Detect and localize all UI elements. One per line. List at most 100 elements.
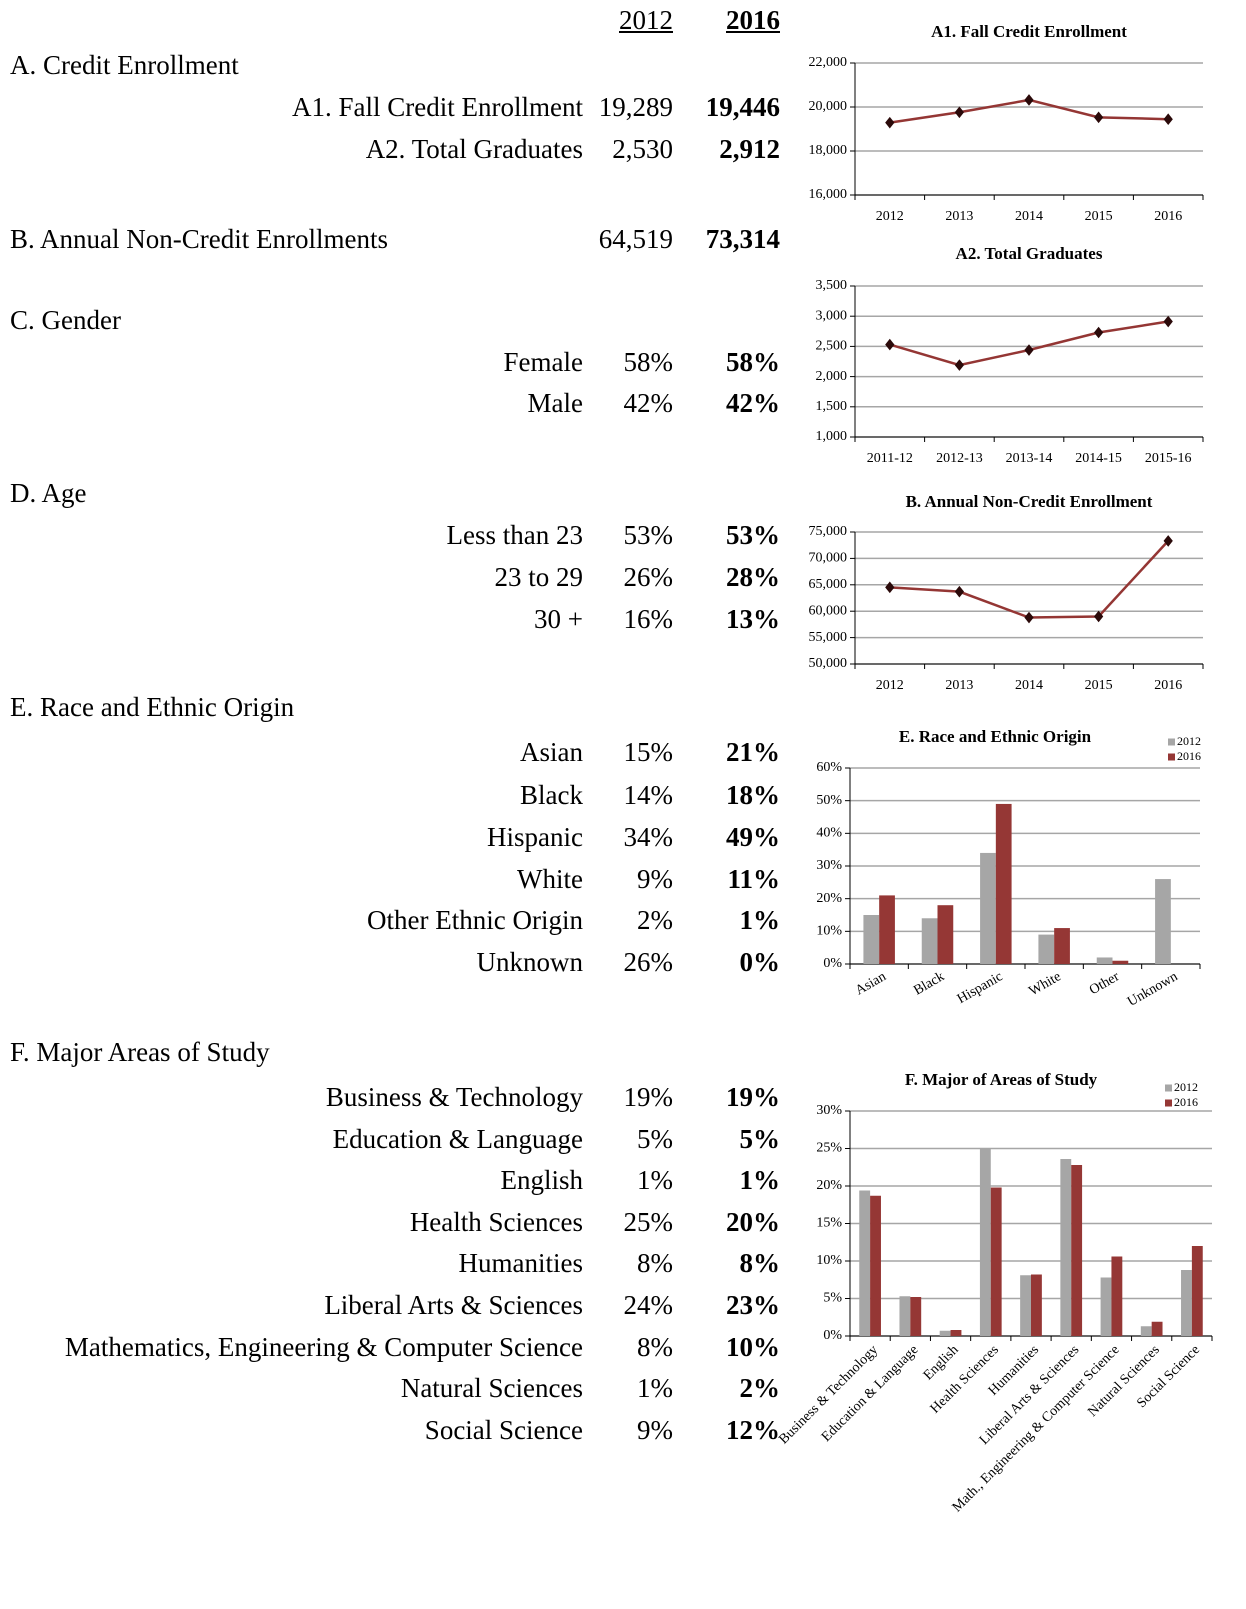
bar — [1140, 1326, 1152, 1336]
bar — [1100, 1277, 1112, 1336]
y-tick-label: 3,000 — [816, 308, 848, 323]
column-header: 2012 — [619, 5, 673, 35]
section-title: D. Age — [10, 478, 87, 508]
bar — [863, 915, 880, 964]
chart-title: F. Major of Areas of Study — [905, 1070, 1098, 1089]
y-tick-label: 2,000 — [816, 369, 848, 384]
marker — [1163, 315, 1173, 328]
bar — [1191, 1246, 1203, 1336]
section-title: A. Credit Enrollment — [10, 50, 239, 80]
row-value: 19,446 — [705, 92, 780, 122]
bar — [980, 852, 996, 964]
row-value: 9% — [637, 1415, 673, 1445]
chart: F. Major of Areas of Study 0% 5% 10% 15% 20% 2… — [776, 1070, 1213, 1515]
row-value: 24% — [623, 1290, 674, 1320]
marker — [1093, 326, 1104, 339]
x-tick-label: 2011-12 — [867, 451, 913, 466]
bar — [1111, 1256, 1123, 1336]
bar — [979, 1148, 991, 1336]
row-label: 30 + — [534, 604, 583, 634]
y-tick-label: 1,000 — [816, 429, 848, 444]
row-value: 53% — [623, 520, 674, 550]
y-tick-label: 3,500 — [816, 278, 848, 293]
row-label: Humanities — [458, 1248, 583, 1278]
bar — [937, 905, 954, 964]
x-tick-label: 2015-16 — [1145, 451, 1192, 466]
chart-title: A1. Fall Credit Enrollment — [931, 22, 1127, 41]
x-tick-label: Hispanic — [955, 969, 1006, 1007]
x-tick-label: 2014-15 — [1075, 451, 1122, 466]
row-value: 2% — [637, 905, 673, 935]
row-value: 12% — [726, 1415, 780, 1445]
row-value: 20% — [726, 1207, 780, 1237]
y-tick-label: 18,000 — [809, 143, 848, 158]
bar — [1181, 1270, 1192, 1336]
x-tick-label: Other — [1087, 969, 1122, 998]
y-tick-label: 0% — [823, 1328, 842, 1343]
x-tick-label: 2013 — [945, 678, 973, 693]
marker — [885, 338, 895, 351]
row-value: 13% — [726, 604, 780, 634]
legend-label: 2012 — [1174, 1080, 1198, 1094]
bar — [899, 1296, 911, 1336]
legend-swatch — [1168, 753, 1175, 761]
bar — [990, 1187, 1002, 1336]
legend-label: 2016 — [1174, 1095, 1198, 1109]
row-value: 53% — [726, 520, 780, 550]
y-tick-label: 55,000 — [809, 630, 848, 645]
x-tick-label: Unknown — [1125, 969, 1180, 1010]
y-tick-label: 30% — [816, 1103, 842, 1118]
row-label: Unknown — [476, 947, 584, 977]
row-value: 0% — [739, 947, 781, 977]
row-value: 2,530 — [612, 134, 673, 164]
row-value: 19% — [726, 1082, 780, 1112]
bar — [1096, 957, 1113, 964]
bar — [1060, 1159, 1072, 1336]
y-tick-label: 22,000 — [809, 55, 848, 70]
marker — [1093, 111, 1104, 124]
marker — [1024, 94, 1034, 106]
x-tick-label: 2016 — [1154, 209, 1182, 224]
row-label: Education & Language — [332, 1124, 583, 1154]
bar — [1112, 960, 1129, 964]
y-tick-label: 15% — [816, 1216, 842, 1231]
bar — [995, 803, 1012, 964]
y-tick-label: 10% — [816, 924, 842, 939]
bar — [1155, 879, 1171, 964]
row-value: 9% — [637, 864, 673, 894]
row-value: 34% — [623, 822, 674, 852]
row-value: 8% — [637, 1332, 673, 1362]
x-tick-label: 2014 — [1015, 209, 1043, 224]
row-label: Social Science — [424, 1415, 583, 1445]
row-value: 58% — [726, 347, 780, 377]
row-label: A1. Fall Credit Enrollment — [292, 92, 583, 122]
row-label: Black — [520, 780, 583, 810]
chart: E. Race and Ethnic Origin 0% 10% 20% 30% 40% 5… — [816, 727, 1201, 1010]
chart: A2. Total Graduates 1,000 1,500 2,000 2,500 3… — [816, 244, 1204, 466]
x-tick-label: Natural Sciences — [1085, 1342, 1162, 1419]
row-value: 26% — [623, 947, 674, 977]
x-tick-label: 2012 — [876, 209, 904, 224]
row-value: 1% — [739, 905, 781, 935]
row-label: Female — [503, 347, 583, 377]
y-tick-label: 0% — [823, 956, 842, 971]
row-label: White — [517, 864, 583, 894]
y-tick-label: 65,000 — [809, 577, 848, 592]
row-value: 2,912 — [719, 134, 780, 164]
row-label: English — [500, 1165, 583, 1195]
x-tick-label: 2015 — [1085, 209, 1113, 224]
row-value: 8% — [637, 1248, 673, 1278]
y-tick-label: 20% — [816, 1178, 842, 1193]
legend-swatch — [1168, 738, 1175, 746]
row-value: 19% — [623, 1082, 674, 1112]
marker — [954, 359, 965, 371]
row-value: 1% — [739, 1165, 781, 1195]
bar — [1071, 1165, 1083, 1336]
y-tick-label: 40% — [816, 826, 842, 841]
bar — [910, 1297, 922, 1336]
marker — [1093, 610, 1104, 623]
chart: B. Annual Non-Credit Enrollment 50,000 55,… — [809, 492, 1204, 693]
row-value: 10% — [726, 1332, 780, 1362]
bar — [939, 1330, 951, 1336]
marker — [954, 106, 965, 119]
